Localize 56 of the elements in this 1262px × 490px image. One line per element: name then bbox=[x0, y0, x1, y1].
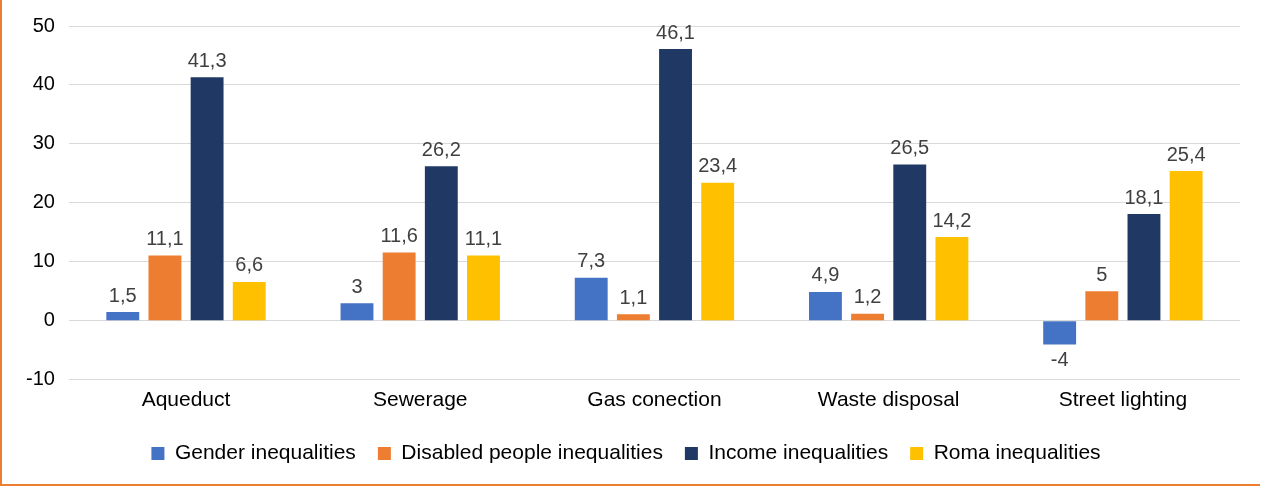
bar bbox=[382, 252, 416, 321]
data-label: 3 bbox=[351, 274, 363, 297]
y-tick-label: 0 bbox=[43, 308, 55, 331]
legend-label: Income inequalities bbox=[708, 440, 889, 464]
y-tick-label: 10 bbox=[32, 249, 55, 272]
bar bbox=[106, 311, 140, 321]
data-label: 25,4 bbox=[1166, 142, 1206, 165]
data-label: 11,1 bbox=[464, 226, 503, 249]
data-label: 1,5 bbox=[108, 283, 137, 306]
bar bbox=[340, 303, 374, 321]
bar bbox=[148, 255, 182, 321]
x-tick-label: Street lighting bbox=[1058, 387, 1188, 411]
data-label: 7,3 bbox=[577, 249, 606, 272]
data-label: 6,6 bbox=[235, 253, 264, 276]
y-tick-label: 50 bbox=[32, 13, 55, 36]
data-label: 5 bbox=[1096, 262, 1108, 285]
bar bbox=[893, 164, 927, 321]
bar bbox=[808, 291, 842, 321]
data-label: 11,1 bbox=[146, 226, 184, 249]
bar bbox=[1085, 291, 1119, 321]
data-label: 1,1 bbox=[619, 285, 648, 308]
bar bbox=[232, 281, 266, 321]
data-label: 4,9 bbox=[811, 263, 840, 286]
bar bbox=[851, 313, 885, 321]
data-label: 26,5 bbox=[890, 136, 930, 159]
data-label: -4 bbox=[1050, 347, 1069, 370]
bar bbox=[424, 166, 458, 321]
data-label: 18,1 bbox=[1124, 185, 1164, 208]
y-tick-label: 30 bbox=[32, 131, 55, 154]
data-label: 41,3 bbox=[187, 48, 227, 71]
legend-label: Disabled people inequalities bbox=[401, 440, 663, 464]
bar bbox=[616, 314, 650, 321]
bar bbox=[190, 77, 224, 321]
bar bbox=[467, 255, 500, 321]
bar bbox=[574, 277, 608, 321]
y-tick-label: 40 bbox=[32, 72, 55, 95]
y-tick-label: -10 bbox=[26, 367, 55, 390]
data-label: 26,2 bbox=[421, 137, 461, 160]
data-label: 1,2 bbox=[853, 285, 882, 308]
x-tick-label: Waste disposal bbox=[817, 387, 960, 411]
legend-label: Roma inequalities bbox=[933, 440, 1101, 464]
data-label: 23,4 bbox=[698, 154, 738, 177]
data-label: 46,1 bbox=[656, 20, 695, 43]
bar bbox=[701, 182, 735, 321]
bar bbox=[1127, 214, 1161, 321]
bar bbox=[1043, 321, 1077, 345]
x-tick-label: Sewerage bbox=[372, 387, 468, 411]
bar bbox=[1169, 171, 1203, 321]
x-tick-label: Gas conection bbox=[587, 387, 722, 411]
data-label: 14,2 bbox=[932, 208, 972, 231]
bar bbox=[935, 237, 969, 321]
y-tick-label: 20 bbox=[32, 190, 55, 213]
data-label: 11,6 bbox=[380, 223, 418, 246]
x-tick-label: Aqueduct bbox=[141, 387, 231, 411]
legend-label: Gender inequalities bbox=[174, 440, 356, 464]
bar bbox=[659, 49, 692, 321]
